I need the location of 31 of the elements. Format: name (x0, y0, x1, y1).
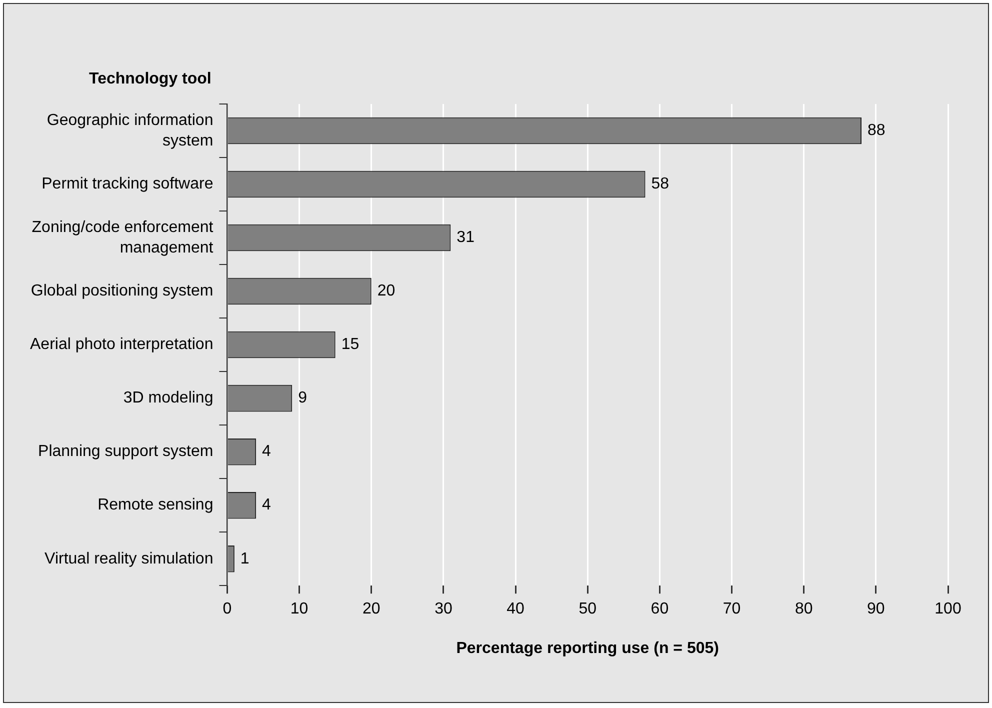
y-tick-label: Virtual reality simulation (44, 550, 214, 568)
data-label: 1 (240, 550, 250, 568)
x-axis-title: Percentage reporting use (n = 505) (456, 640, 719, 657)
y-tick-label: 3D modeling (123, 390, 214, 407)
data-label: 9 (298, 390, 308, 407)
data-label: 58 (651, 176, 670, 193)
x-tick-label: 20 (362, 600, 380, 618)
x-tick-label: 10 (290, 600, 308, 618)
y-tick-label: Global positioning system (30, 282, 214, 300)
y-axis-title: Technology tool (89, 70, 212, 88)
x-tick-label: 60 (650, 600, 669, 618)
x-tick-label: 50 (578, 600, 597, 618)
data-label: 31 (456, 229, 475, 246)
x-tick-label: 80 (794, 600, 813, 618)
x-tick-label: 70 (722, 600, 741, 618)
x-tick-label: 100 (934, 600, 962, 618)
data-label: 4 (262, 496, 272, 514)
data-label: 15 (341, 336, 360, 354)
data-label: 4 (262, 443, 272, 460)
y-tick-label: Permit tracking software (42, 176, 214, 193)
y-tick-label: Planning support system (38, 443, 214, 460)
x-tick-label: 30 (434, 600, 452, 618)
x-tick-label: 90 (867, 600, 885, 618)
y-tick-label: Remote sensing (98, 496, 214, 514)
y-tick-label: Aerial photo interpretation (30, 336, 214, 354)
y-tick-label: Geographic information system (46, 112, 214, 150)
x-tick-label: 40 (506, 600, 525, 618)
data-label: 88 (868, 122, 886, 140)
y-tick-label: Zoning/code enforcement management (32, 218, 214, 257)
data-label: 20 (377, 282, 396, 300)
x-tick-label: 0 (222, 600, 232, 618)
